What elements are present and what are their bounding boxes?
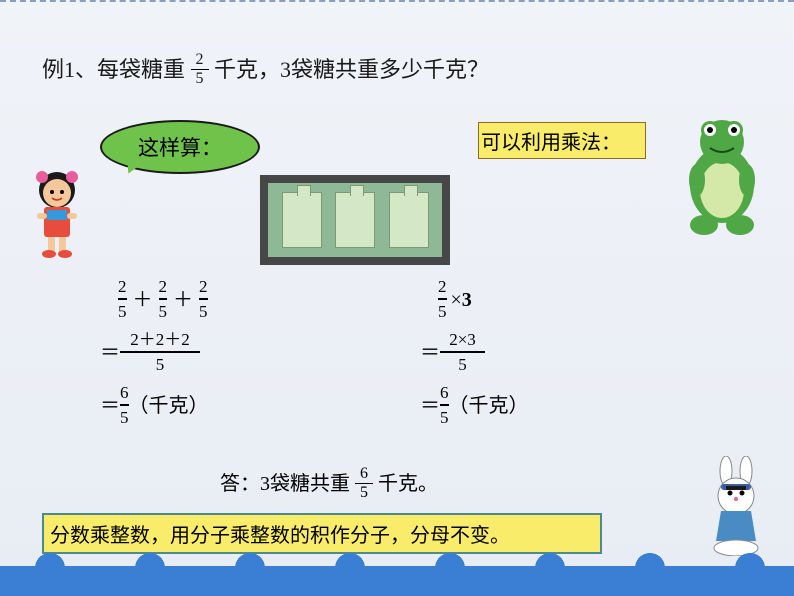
candy-bags-image [260, 175, 450, 265]
candy-bag [335, 192, 375, 248]
candy-bag [282, 192, 322, 248]
answer-text: 答：3袋糖共重 6 5 千克。 [220, 467, 438, 503]
calculation-addition: 25 ＋ 25 ＋ 25 ＝ 2＋2＋25 ＝ 65 （千克） [100, 270, 209, 436]
mult-line3: ＝ 65 （千克） [420, 382, 529, 429]
calculation-multiplication: 25 × 3 ＝ 2×35 ＝ 65 （千克） [420, 270, 529, 436]
frog-character [672, 110, 772, 245]
bottom-wave-decoration [0, 566, 794, 596]
example-question: 例1、每袋糖重 2 5 千克，3袋糖共重多少千克？ [42, 52, 489, 89]
addition-line1: 25 ＋ 25 ＋ 25 [100, 276, 209, 323]
addition-line2: ＝ 2＋2＋25 [100, 329, 209, 376]
question-prefix: 例1、每袋糖重 [42, 57, 185, 82]
candy-bag [389, 192, 429, 248]
mult-line2: ＝ 2×35 [420, 329, 529, 376]
question-fraction: 2 5 [191, 52, 209, 87]
speech-bubble-left: 这样算： [100, 120, 260, 174]
rabbit-character [696, 456, 776, 561]
girl-character [22, 165, 92, 265]
top-border-decoration [0, 0, 794, 2]
mult-line1: 25 × 3 [420, 276, 529, 323]
addition-line3: ＝ 65 （千克） [100, 382, 209, 429]
question-suffix: 千克，3袋糖共重多少千克？ [214, 57, 489, 82]
speech-bubble-right: 可以利用乘法： [478, 122, 646, 159]
